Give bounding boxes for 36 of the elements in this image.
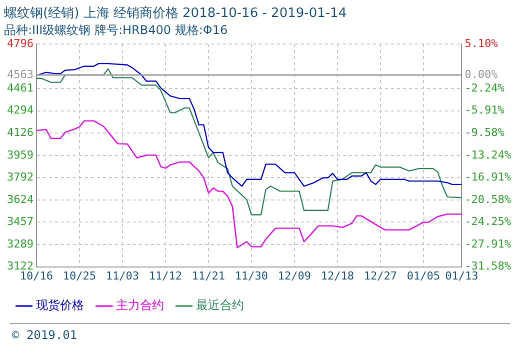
y-tick-label: 3624 bbox=[6, 192, 34, 206]
y2-tick-label: -2.24% bbox=[464, 81, 505, 94]
legend-label: 主力合约 bbox=[116, 298, 164, 312]
y2-tick-label: -24.25% bbox=[464, 215, 512, 228]
x-tick-label: 11/21 bbox=[192, 269, 226, 282]
y-tick-label: 4796 bbox=[6, 36, 34, 50]
chart-title: 螺纹钢(经销) 上海 经销商价格 2018-10-16 - 2019-01-14 bbox=[4, 6, 347, 22]
y-tick-label: 3289 bbox=[6, 237, 34, 250]
y-tick-label: 4294 bbox=[6, 104, 34, 117]
y-tick-label: 4126 bbox=[6, 126, 34, 140]
y2-tick-label: -27.91% bbox=[464, 237, 512, 250]
y2-tick-label: 5.10% bbox=[464, 36, 498, 50]
text: © 2019.01 bbox=[12, 328, 78, 342]
y-tick-label: 4461 bbox=[6, 81, 34, 94]
y2-tick-label: 0.00% bbox=[464, 68, 498, 81]
legend-label: 最近合约 bbox=[196, 298, 244, 312]
x-tick-label: 11/30 bbox=[234, 269, 268, 282]
y2-tick-label: -16.91% bbox=[464, 170, 512, 184]
legend-label: 现货价格 bbox=[36, 298, 84, 312]
y-tick-label: 3792 bbox=[6, 170, 34, 184]
y-tick-label: 4563 bbox=[6, 68, 34, 81]
y2-tick-label: -9.58% bbox=[464, 126, 505, 140]
x-tick-label: 01/13 bbox=[445, 269, 478, 282]
x-tick-label: 11/12 bbox=[148, 269, 182, 282]
x-tick-label: 10/25 bbox=[62, 269, 96, 282]
x-tick-label: 01/05 bbox=[406, 269, 440, 282]
y2-tick-label: -5.91% bbox=[464, 104, 505, 117]
y2-tick-label: -20.58% bbox=[464, 192, 512, 206]
y-tick-label: 3959 bbox=[6, 148, 34, 162]
x-tick-label: 11/03 bbox=[106, 269, 140, 282]
y2-tick-label: -13.24% bbox=[464, 148, 512, 162]
x-tick-label: 12/09 bbox=[278, 269, 312, 282]
y-tick-label: 3457 bbox=[6, 215, 34, 228]
x-tick-label: 12/18 bbox=[320, 269, 354, 282]
chart-subtitle: 品种:III级螺纹钢 牌号:HRB400 规格:Φ16 bbox=[4, 22, 228, 37]
x-tick-label: 12/27 bbox=[364, 269, 397, 282]
